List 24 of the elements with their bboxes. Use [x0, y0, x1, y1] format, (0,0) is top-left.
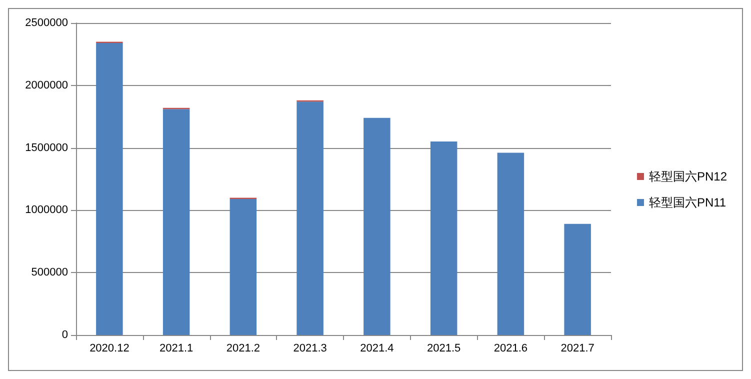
y-tick-label: 2500000 [25, 17, 68, 29]
bar [497, 152, 524, 335]
bar [430, 142, 458, 335]
bar [162, 109, 190, 335]
bar [296, 102, 324, 335]
x-tick-label: 2021.4 [360, 342, 394, 354]
x-tick-label: 2021.6 [494, 342, 528, 354]
bar [230, 198, 257, 335]
y-tick-label: 0 [62, 329, 68, 341]
x-tick-label: 2021.7 [560, 342, 594, 354]
x-tick-label: 2021.1 [159, 342, 194, 354]
y-tick-label: 1000000 [25, 204, 68, 216]
y-tick-label: 1500000 [25, 142, 68, 154]
bar [364, 118, 390, 335]
y-tick-label: 2000000 [25, 79, 68, 92]
x-tick-label: 2021.2 [226, 342, 260, 354]
x-tick-label: 2021.5 [426, 342, 461, 354]
x-tick-label: 2020.12 [90, 342, 130, 354]
legend-label: 轻型国六PN12 [648, 170, 728, 184]
bar [96, 42, 123, 335]
y-tick-label: 500000 [31, 266, 68, 279]
legend-label: 轻型国六PN11 [648, 196, 726, 210]
bar [564, 224, 591, 335]
x-tick-label: 2021.3 [293, 342, 327, 354]
